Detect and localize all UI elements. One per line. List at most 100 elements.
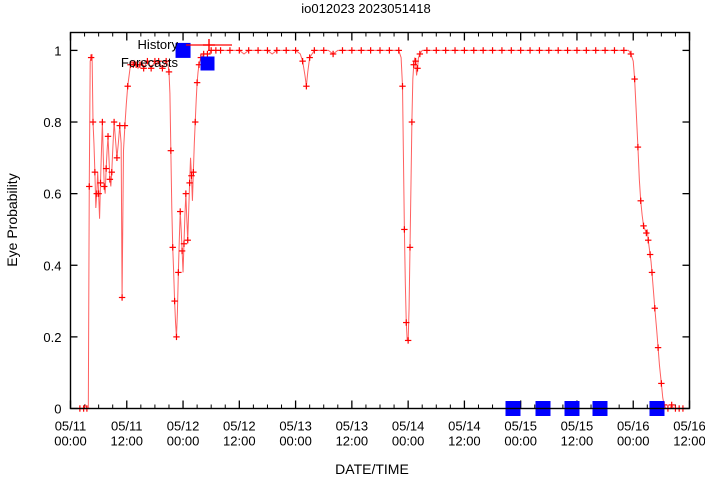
history-point-marker <box>184 236 191 244</box>
history-point-marker <box>498 47 506 54</box>
history-point-marker <box>180 240 188 247</box>
history-point-marker <box>645 236 652 244</box>
history-point-marker <box>171 297 178 305</box>
history-point-marker <box>175 269 182 276</box>
y-tick-label: 0.8 <box>43 115 61 130</box>
history-point-marker <box>339 47 346 54</box>
history-point-marker <box>404 337 412 344</box>
history-point-marker <box>395 47 402 54</box>
x-tick-time: 12:00 <box>448 434 481 449</box>
history-point-marker <box>159 65 166 72</box>
forecast-square-marker <box>175 42 191 58</box>
history-point-marker <box>601 47 609 54</box>
history-point-marker <box>620 47 628 54</box>
x-tick-date: 05/13 <box>336 419 369 434</box>
history-point-marker <box>416 50 424 58</box>
history-point-marker <box>403 319 410 326</box>
y-tick-label: 1 <box>54 43 61 58</box>
x-tick-time: 12:00 <box>223 434 256 449</box>
x-tick-time: 00:00 <box>392 434 425 449</box>
x-tick-date: 05/16 <box>617 419 650 434</box>
legend-label-forecasts: Forecasts <box>121 55 179 70</box>
history-point-marker <box>545 47 553 54</box>
history-point-marker <box>536 47 543 54</box>
x-tick-time: 12:00 <box>561 434 594 449</box>
history-point-marker <box>169 244 176 251</box>
history-series <box>76 47 687 412</box>
history-point-marker <box>646 251 654 258</box>
x-tick-date: 05/13 <box>279 419 312 434</box>
history-point-marker <box>358 47 365 54</box>
x-tick-date: 05/15 <box>504 419 537 434</box>
history-point-marker <box>121 122 129 129</box>
history-point-marker <box>136 61 144 68</box>
history-point-marker <box>118 294 126 301</box>
history-point-marker <box>89 118 97 126</box>
x-axis-label: DATE/TIME <box>335 461 409 477</box>
history-point-marker <box>406 244 414 251</box>
history-point-marker <box>173 333 180 341</box>
history-point-marker <box>95 190 102 197</box>
x-tick-time: 00:00 <box>167 434 200 449</box>
history-point-marker <box>91 168 99 176</box>
history-point-marker <box>236 47 243 54</box>
x-tick-date: 05/14 <box>448 419 481 434</box>
history-point-marker <box>451 47 459 54</box>
history-point-marker <box>264 47 271 54</box>
history-point-marker <box>162 57 170 65</box>
history-point-marker <box>110 118 118 126</box>
history-point-marker <box>517 47 524 54</box>
history-point-marker <box>410 61 417 68</box>
chart-title: io012023 2023051418 <box>301 1 430 16</box>
y-tick-label: 0.6 <box>43 187 61 202</box>
legend-label-history: History <box>138 37 179 52</box>
x-tick-date: 05/11 <box>55 419 87 434</box>
history-point-marker <box>165 68 173 76</box>
history-point-marker <box>508 47 515 54</box>
history-point-marker <box>640 222 647 230</box>
history-point-marker <box>648 269 656 276</box>
history-point-marker <box>113 154 121 162</box>
history-point-marker <box>348 47 356 54</box>
history-point-marker <box>627 50 635 58</box>
history-point-marker <box>668 401 675 409</box>
history-point-marker <box>423 47 431 54</box>
history-point-marker <box>193 79 201 86</box>
x-tick-date: 05/15 <box>561 419 594 434</box>
history-point-marker <box>399 83 406 90</box>
history-point-marker <box>155 57 162 65</box>
history-point-marker <box>401 226 408 233</box>
history-point-marker <box>177 208 184 215</box>
history-point-marker <box>204 50 211 58</box>
history-point-marker <box>167 147 175 154</box>
history-point-marker <box>573 47 581 54</box>
history-point-marker <box>140 65 147 72</box>
x-tick-time: 12:00 <box>110 434 143 449</box>
history-point-marker <box>461 47 468 54</box>
history-point-marker <box>408 118 416 126</box>
history-point-marker <box>386 47 393 54</box>
history-point-marker <box>414 65 421 72</box>
x-tick-time: 00:00 <box>279 434 312 449</box>
history-point-marker <box>190 168 197 176</box>
history-point-marker <box>433 47 440 54</box>
history-point-marker <box>106 176 114 183</box>
history-point-marker <box>97 179 104 187</box>
history-point-marker <box>412 57 419 65</box>
history-point-marker <box>86 183 93 190</box>
y-tick-label: 0.4 <box>43 258 61 273</box>
history-point-marker <box>245 47 252 54</box>
history-point-marker <box>104 133 112 140</box>
x-tick-time: 00:00 <box>617 434 650 449</box>
y-tick-label: 0.2 <box>43 330 61 345</box>
x-tick-date: 05/16 <box>673 419 705 434</box>
history-point-marker <box>658 380 665 387</box>
history-point-marker <box>329 50 337 58</box>
history-point-marker <box>306 54 313 61</box>
history-point-marker <box>283 47 290 54</box>
history-point-marker <box>303 83 310 90</box>
history-point-marker <box>292 47 299 54</box>
history-point-marker <box>320 47 327 54</box>
x-tick-time: 12:00 <box>673 434 705 449</box>
